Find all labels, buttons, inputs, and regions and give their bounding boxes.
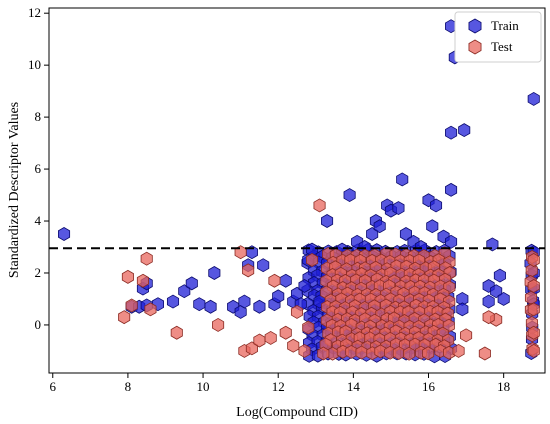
train-point [298, 279, 311, 293]
x-axis-label: Log(Compound CID) [236, 405, 358, 420]
test-point [527, 343, 540, 358]
train-point [497, 291, 510, 306]
test-point [527, 253, 540, 267]
train-point [204, 299, 217, 314]
test-point [268, 273, 281, 288]
test-point [287, 338, 300, 353]
train-point [373, 219, 386, 234]
y-tick-label: 4 [35, 213, 42, 228]
test-point [170, 325, 183, 340]
test-point [345, 344, 358, 359]
test-point [121, 269, 134, 284]
train-point [321, 214, 334, 228]
train-point [253, 299, 266, 314]
test-point [279, 325, 292, 340]
test-point [355, 345, 368, 360]
y-tick-label: 2 [35, 265, 42, 280]
x-tick-label: 6 [50, 379, 57, 394]
y-tick-label: 12 [28, 5, 41, 20]
test-point [460, 328, 473, 343]
y-axis: 0 2 4 6 8 10 12 [28, 5, 49, 332]
train-point [493, 268, 506, 283]
train-point [482, 294, 495, 309]
train-point [208, 266, 221, 280]
y-tick-label: 6 [35, 161, 42, 176]
train-point [396, 172, 409, 187]
test-point [317, 346, 330, 361]
legend-label-test: Test [491, 39, 513, 54]
train-point [238, 294, 251, 309]
train-point [272, 289, 285, 304]
x-tick-label: 18 [497, 379, 510, 394]
train-point [185, 276, 198, 291]
test-point [527, 279, 540, 293]
train-point [445, 234, 458, 249]
test-point [264, 330, 277, 345]
test-point [144, 302, 157, 317]
test-point [212, 317, 225, 332]
test-point [118, 310, 131, 325]
test-point [482, 310, 495, 325]
test-point [253, 333, 266, 348]
test-point [140, 251, 153, 266]
test-point [290, 304, 304, 319]
test-point [125, 298, 138, 313]
series-test [118, 198, 540, 361]
test-point [527, 325, 540, 340]
train-point [445, 125, 458, 140]
train-point [343, 188, 356, 203]
train-point [257, 258, 270, 273]
y-tick-label: 8 [35, 109, 42, 124]
train-point [490, 284, 503, 299]
test-point [298, 343, 311, 358]
test-point [422, 346, 435, 361]
marks-layer [58, 19, 540, 364]
train-point [166, 294, 180, 309]
train-point [527, 91, 540, 106]
test-point [242, 263, 255, 278]
train-point [234, 304, 247, 319]
test-point [525, 263, 538, 278]
x-tick-label: 10 [197, 379, 210, 394]
legend-label-train: Train [491, 18, 519, 33]
train-point [429, 198, 443, 213]
test-point [392, 346, 405, 361]
train-point [426, 219, 439, 234]
x-tick-label: 8 [125, 379, 132, 394]
test-point [313, 198, 326, 213]
test-point [478, 346, 491, 361]
train-point [445, 182, 458, 197]
test-point [527, 302, 540, 317]
y-axis-label: Standardized Descriptor Values [7, 102, 22, 278]
test-point [403, 346, 416, 361]
plot-frame [48, 7, 546, 374]
y-tick-label: 10 [28, 57, 41, 72]
x-tick-label: 16 [422, 379, 436, 394]
x-axis: 6 8 10 12 14 16 18 [50, 373, 510, 394]
legend-marker-test [468, 39, 482, 55]
train-point [193, 297, 206, 312]
x-tick-label: 12 [272, 379, 285, 394]
train-point [456, 302, 469, 317]
train-point [458, 123, 471, 138]
x-tick-label: 14 [347, 379, 361, 394]
test-point [524, 290, 538, 305]
test-point [452, 343, 465, 358]
legend-marker-train [468, 18, 482, 34]
test-point [136, 273, 149, 288]
test-point [305, 253, 319, 267]
train-point [399, 227, 413, 241]
train-point [58, 227, 71, 241]
train-point [279, 273, 292, 288]
test-point [302, 320, 315, 335]
train-point [392, 201, 405, 216]
y-tick-label: 0 [35, 317, 42, 332]
legend: Train Test [454, 11, 542, 63]
